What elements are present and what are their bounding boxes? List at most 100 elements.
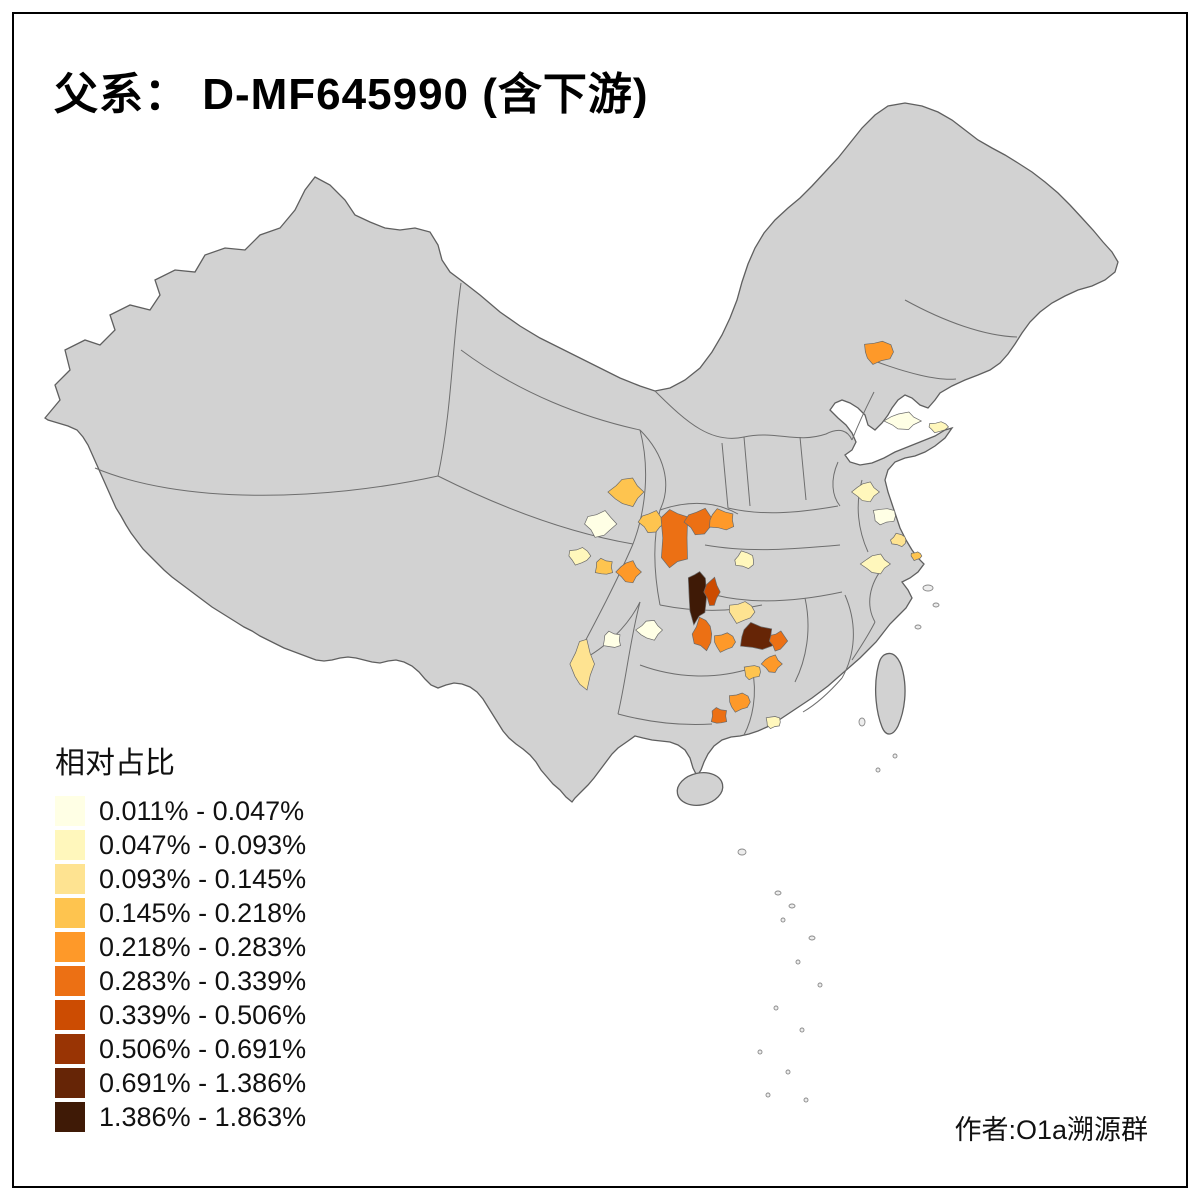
legend-row: 0.506% - 0.691% [55,1034,306,1064]
prefecture-region [607,477,645,508]
legend-label: 0.145% - 0.218% [99,897,307,928]
prefecture-region [883,411,923,430]
prefecture-region [728,601,756,624]
islet [795,959,801,965]
prefecture-region [568,547,592,566]
islet [774,890,782,896]
province-border [714,591,843,602]
province-border [704,544,841,551]
prefecture-region [594,557,614,575]
province-border [743,436,751,507]
sea-islands [737,584,940,1103]
islet [773,1005,779,1011]
legend-swatch [55,1068,85,1098]
prefecture-region [683,507,718,536]
legend-row: 0.011% - 0.047% [55,796,306,826]
prefecture-region [768,630,789,652]
legend-swatch [55,1102,85,1132]
province-border [617,601,641,715]
islet [765,1092,771,1098]
province-border [721,442,729,509]
islet [892,753,898,759]
prefecture-region [864,340,894,365]
province-border [727,505,839,514]
province-border [632,429,647,545]
prefecture-region [851,481,880,503]
legend-label: 0.047% - 0.093% [99,829,307,860]
legend-swatch [55,966,85,996]
prefecture-region [637,510,667,533]
prefecture-region [569,638,595,691]
legend-label: 0.011% - 0.047% [99,795,305,826]
legend-label: 1.386% - 1.863% [99,1101,307,1132]
province-border [841,594,854,679]
prefecture-region [765,716,781,730]
islet [799,1027,805,1033]
prefecture-region [602,630,621,648]
province-border [794,597,809,683]
prefecture-region [760,654,783,673]
legend-row: 0.339% - 0.506% [55,1000,306,1030]
province-border [659,502,739,515]
prefecture-region [635,620,664,641]
legend-row: 0.691% - 1.386% [55,1068,306,1098]
legend-row: 0.093% - 0.145% [55,864,306,894]
legend-swatch [55,1000,85,1030]
legend-swatch [55,830,85,860]
province-border [832,461,841,507]
author-credit: 作者:O1a溯源群 [954,1115,1148,1145]
legend-row: 1.386% - 1.863% [55,1102,306,1132]
legend-row: 0.145% - 0.218% [55,898,306,928]
prefecture-region [584,510,618,538]
islet [785,1069,791,1075]
prefecture-region [714,632,736,653]
taiwan-island [875,652,906,735]
legend-swatch [55,932,85,962]
legend-title: 相对占比 [55,747,175,780]
islet [922,584,934,592]
prefecture-region [710,707,728,724]
province-border [851,391,875,441]
prefecture-region [910,551,923,562]
islet [875,767,881,773]
legend-label: 0.283% - 0.339% [99,965,307,996]
islet [817,982,823,988]
prefecture-region [660,509,688,569]
islet [788,903,796,909]
islet [780,917,786,923]
islet [737,848,747,856]
province-border [871,359,957,380]
islet [803,1097,809,1103]
prefecture-region [872,508,896,526]
islet [808,935,816,941]
legend-label: 0.691% - 1.386% [99,1067,307,1098]
prefecture-region [890,532,907,548]
prefecture-region [709,508,735,531]
prefecture-region [928,421,950,434]
legend-label: 0.339% - 0.506% [99,999,307,1030]
legend-label: 0.218% - 0.283% [99,931,307,962]
province-border [639,429,667,511]
prefecture-region [859,553,892,575]
legend-swatch [55,864,85,894]
province-border [802,677,843,713]
prefecture-region [740,621,774,650]
province-border [617,713,713,725]
province-border [639,664,753,677]
prefecture-region [615,560,642,584]
page-title: 父系： D-MF645990 (含下游) [54,70,649,119]
prefecture-region [734,550,754,570]
islet [757,1049,763,1055]
legend-row: 0.218% - 0.283% [55,932,306,962]
province-border [460,349,641,431]
prefecture-region [703,576,721,606]
prefecture-region [687,571,708,626]
province-border [654,390,853,441]
province-border [437,282,462,477]
china-mainland [44,102,1119,803]
legend-swatch [55,796,85,826]
province-border [799,436,807,501]
province-border [437,475,634,545]
legend-row: 0.047% - 0.093% [55,830,306,860]
